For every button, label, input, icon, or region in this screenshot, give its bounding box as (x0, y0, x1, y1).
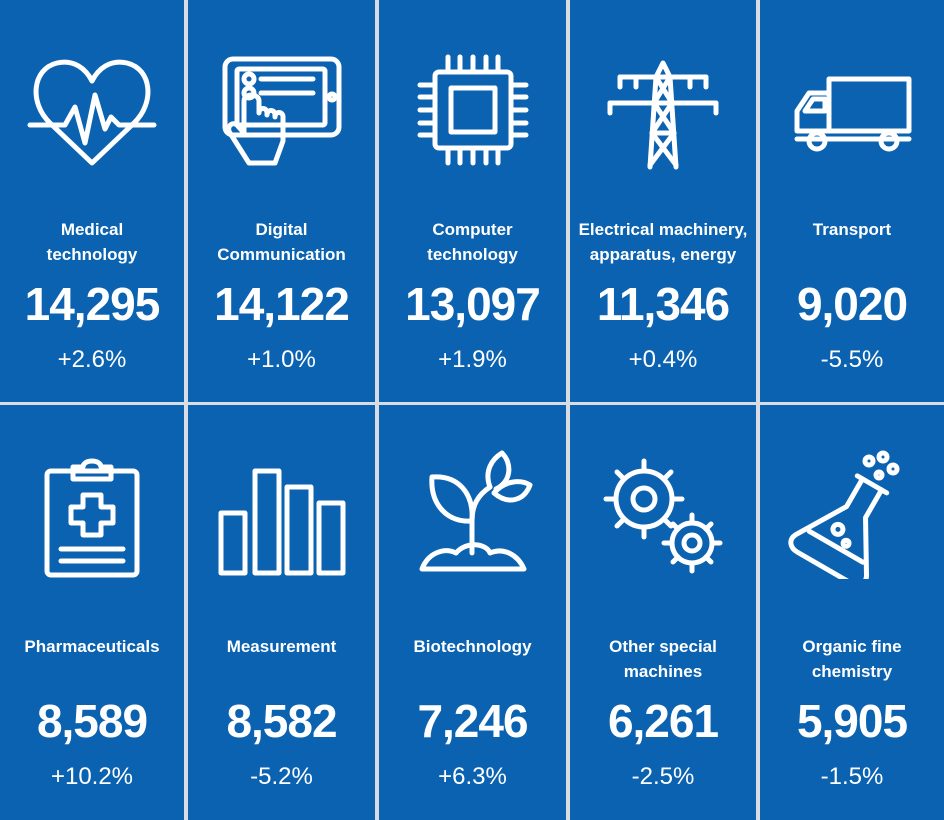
tile-label: Other special machines (609, 637, 717, 681)
tile-label: Computer technology (427, 220, 518, 264)
tile-computer-technology: Computer technology 13,097 +1.9% (379, 0, 566, 402)
tile-biotechnology: Biotechnology 7,246 +6.3% (379, 405, 566, 820)
tile-value: 9,020 (796, 278, 908, 330)
tile-change: -5.5% (820, 346, 884, 373)
tile-label: Biotechnology (413, 637, 532, 656)
tile-change: -2.5% (631, 763, 695, 790)
tile-value: 5,905 (796, 695, 908, 747)
tile-label: Medical technology (46, 220, 138, 264)
tile-digital-communication: Digital Communication 14,122 +1.0% (188, 0, 375, 402)
tile-change: +1.0% (247, 346, 316, 373)
tile-change: +6.3% (438, 763, 507, 790)
flask-icon (787, 449, 917, 579)
tile-value: 13,097 (405, 278, 541, 330)
tile-label: Transport (812, 220, 892, 239)
tile-change: +1.9% (438, 346, 507, 373)
gears-icon (598, 449, 728, 579)
tile-electrical-machinery: Electrical machinery, apparatus, energy 1… (570, 0, 756, 402)
tile-change: -5.2% (250, 763, 313, 790)
tile-value: 14,295 (24, 278, 161, 330)
power-pylon-icon (598, 45, 728, 175)
tile-measurement: Measurement 8,582 -5.2% (188, 405, 375, 820)
tile-change: +0.4% (628, 346, 698, 373)
tile-value: 14,122 (214, 278, 350, 330)
tile-organic-fine-chemistry: Organic fine chemistry 5,905 -1.5% (760, 405, 944, 820)
tile-medical-technology: Medical technology 14,295 +2.6% (0, 0, 184, 402)
tile-change: +2.6% (57, 346, 127, 373)
tile-value: 8,582 (226, 695, 337, 747)
tile-label: Organic fine chemistry (802, 637, 902, 681)
sprout-icon (408, 449, 538, 579)
bar-chart-icon (217, 449, 347, 579)
truck-icon (787, 45, 917, 175)
tile-label: Digital Communication (217, 220, 346, 264)
heart-pulse-icon (27, 45, 157, 175)
tile-pharmaceuticals: Pharmaceuticals 8,589 +10.2% (0, 405, 184, 820)
tile-label: Measurement (226, 637, 337, 656)
tile-label: Pharmaceuticals (24, 637, 160, 656)
tile-value: 6,261 (607, 695, 719, 747)
tile-change: -1.5% (820, 763, 884, 790)
medical-clipboard-icon (27, 449, 157, 579)
tile-transport: Transport 9,020 -5.5% (760, 0, 944, 402)
tile-value: 7,246 (417, 695, 528, 747)
tile-change: +10.2% (50, 763, 134, 790)
tile-other-special-machines: Other special machines 6,261 -2.5% (570, 405, 756, 820)
tile-value: 8,589 (36, 695, 148, 747)
microchip-icon (408, 45, 538, 175)
tablet-touch-icon (217, 45, 347, 175)
tile-value: 11,346 (596, 278, 730, 330)
tile-label: Electrical machinery, apparatus, energy (578, 220, 748, 264)
